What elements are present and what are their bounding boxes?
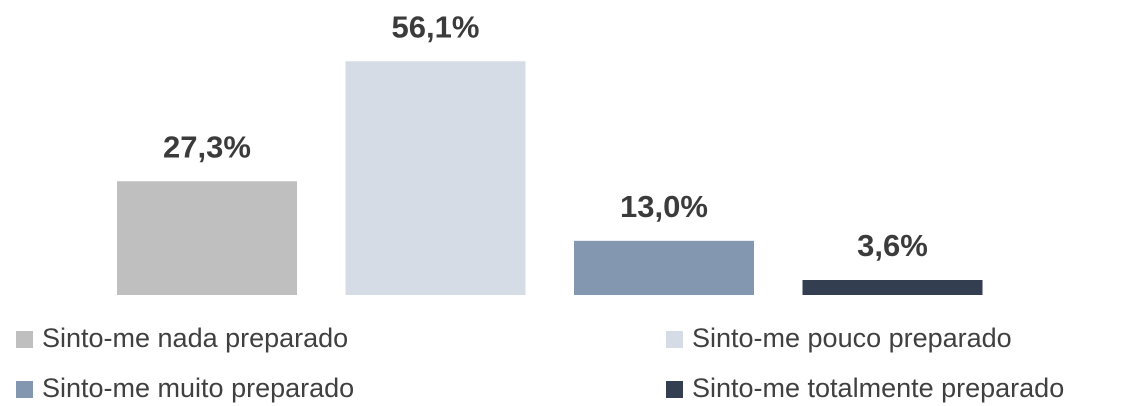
value-label: 3,6% — [857, 228, 928, 263]
value-label: 27,3% — [163, 129, 251, 164]
value-label: 13,0% — [620, 189, 708, 224]
legend-label: Sinto-me pouco preparado — [692, 323, 1012, 353]
bar — [345, 61, 526, 295]
value-label: 56,1% — [392, 9, 480, 44]
legend-swatch — [16, 381, 33, 398]
bar — [574, 240, 754, 295]
bar — [802, 280, 983, 295]
legend-label: Sinto-me nada preparado — [42, 323, 348, 353]
legend-swatch — [666, 331, 683, 348]
legend-swatch — [666, 381, 683, 398]
legend-swatch — [16, 331, 33, 348]
legend-label: Sinto-me muito preparado — [42, 373, 354, 403]
legend-label: Sinto-me totalmente preparado — [692, 373, 1064, 403]
bar — [117, 181, 297, 295]
